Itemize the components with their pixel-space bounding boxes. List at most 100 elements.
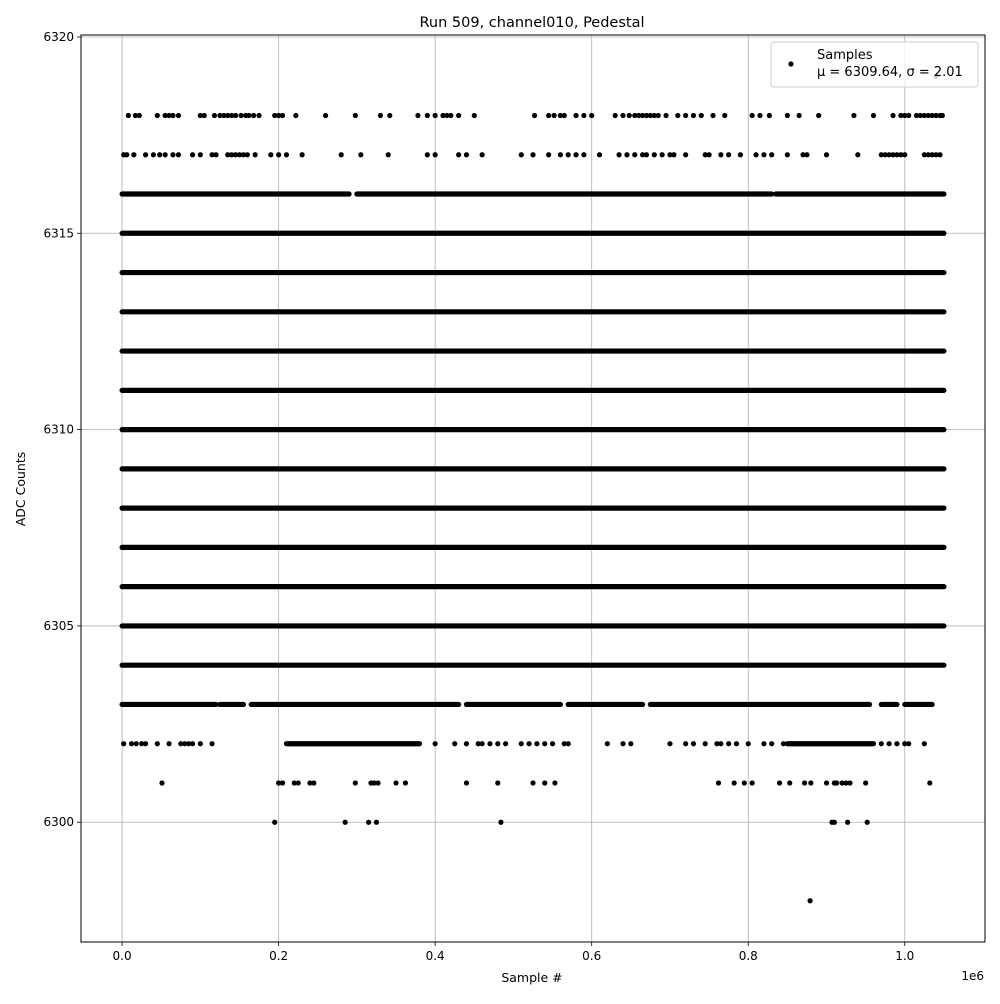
data-point [683, 741, 689, 747]
data-marks [119, 73, 947, 904]
data-point [643, 112, 650, 119]
data-point [225, 112, 231, 119]
data-point [154, 741, 160, 747]
y-tick-label: 6300 [43, 815, 74, 829]
data-point [487, 741, 493, 747]
data-point [683, 112, 689, 119]
data-point [311, 780, 317, 786]
data-point [722, 112, 728, 119]
data-point [463, 741, 470, 747]
data-point [702, 741, 708, 747]
data-point [295, 780, 301, 786]
data-point [546, 112, 552, 119]
data-point [495, 741, 501, 747]
data-point [518, 741, 524, 747]
data-point [927, 780, 933, 786]
data-point [142, 152, 149, 158]
data-point [616, 152, 622, 158]
data-point [698, 112, 704, 119]
data-point [808, 780, 814, 786]
data-point [463, 152, 470, 158]
data-point [217, 112, 223, 119]
data-point [387, 112, 393, 119]
data-point [276, 152, 282, 158]
data-point [761, 741, 767, 747]
data-point [787, 780, 793, 786]
data-point [933, 112, 939, 119]
data-point [766, 112, 772, 119]
data-point [902, 112, 908, 119]
data-point [800, 152, 806, 158]
data-point [456, 112, 462, 119]
data-point [201, 112, 207, 119]
data-point [710, 112, 716, 119]
data-point [925, 152, 931, 158]
data-point [498, 819, 504, 825]
data-point [890, 112, 896, 119]
data-point [917, 112, 924, 119]
data-point [132, 112, 138, 119]
data-point [495, 780, 501, 786]
data-point [921, 741, 927, 747]
data-point [581, 152, 587, 158]
data-point [737, 152, 744, 158]
data-point [667, 741, 673, 747]
data-point [565, 741, 571, 747]
data-point [338, 152, 344, 158]
data-point [643, 152, 650, 158]
data-point [444, 112, 450, 119]
data-point [890, 152, 896, 158]
data-point [170, 152, 176, 158]
data-point [131, 152, 137, 158]
data-point [780, 741, 787, 747]
data-point [749, 780, 755, 786]
data-point [726, 152, 732, 158]
data-point [639, 112, 646, 119]
data-point [573, 112, 579, 119]
data-point [731, 780, 737, 786]
data-point [456, 152, 462, 158]
x-axis-label: Sample # [501, 970, 562, 985]
data-point [293, 112, 299, 119]
data-point [531, 112, 538, 119]
legend-stats: μ = 6309.64, σ = 2.01 [817, 65, 963, 80]
data-point [232, 152, 239, 158]
data-point [898, 112, 904, 119]
data-point [878, 152, 884, 158]
data-point [690, 112, 697, 119]
data-point [933, 152, 939, 158]
data-point [921, 152, 927, 158]
data-point [268, 152, 274, 158]
data-point [807, 898, 813, 904]
data-point [272, 112, 278, 119]
data-point [632, 152, 638, 158]
data-point [432, 152, 438, 158]
data-point [197, 152, 203, 158]
data-point [886, 152, 892, 158]
data-point [706, 152, 712, 158]
data-point [352, 112, 358, 119]
data-point [452, 741, 458, 747]
data-point [136, 112, 142, 119]
data-point [159, 780, 165, 786]
data-point [878, 741, 884, 747]
data-point [385, 152, 391, 158]
data-point [690, 741, 697, 747]
data-point [715, 780, 722, 786]
data-point [175, 112, 182, 119]
data-point [612, 112, 618, 119]
data-point [256, 112, 262, 119]
data-point [557, 112, 563, 119]
data-point [551, 112, 557, 119]
data-point [801, 780, 808, 786]
data-point [667, 152, 673, 158]
data-point [424, 152, 430, 158]
data-point [283, 152, 290, 158]
data-point [471, 112, 477, 119]
data-point [232, 112, 239, 119]
data-point [816, 112, 822, 119]
data-point [823, 152, 830, 158]
data-point [769, 741, 775, 747]
data-point [272, 819, 278, 825]
